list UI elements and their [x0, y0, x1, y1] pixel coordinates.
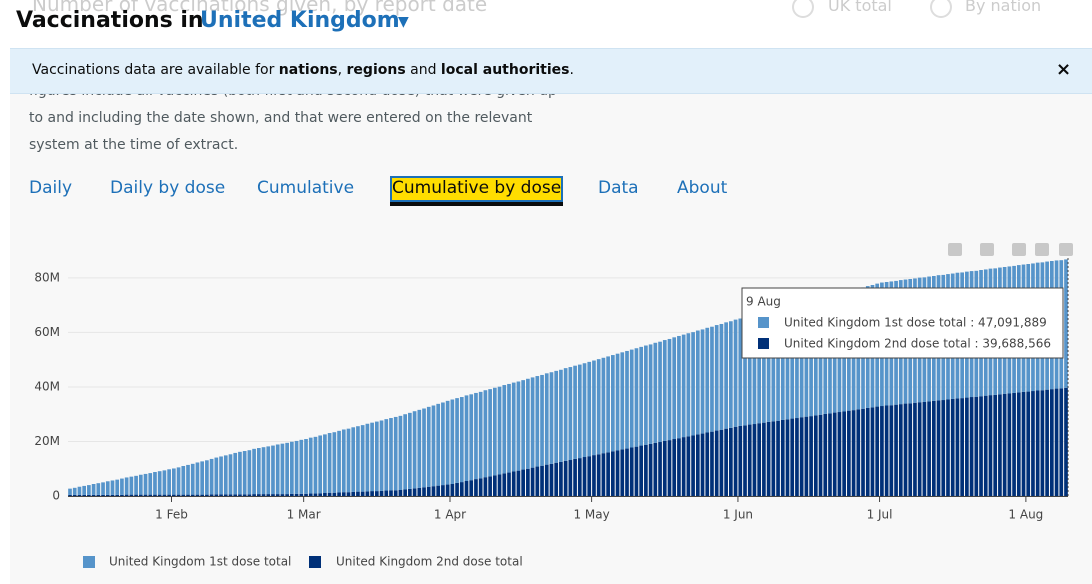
radio[interactable]: [930, 0, 952, 18]
header-bar: Number of vaccinations given, by report …: [0, 0, 1092, 50]
tab[interactable]: Daily: [29, 178, 73, 198]
tab[interactable]: Cumulative by dose: [390, 176, 564, 206]
radio-label[interactable]: By nation: [965, 0, 1042, 15]
banner-part: local authorities: [440, 62, 570, 78]
description-line: to and including the date shown, and tha…: [29, 110, 533, 126]
description-line: system at the time of extract.: [29, 137, 239, 153]
banner-part: .: [569, 62, 574, 78]
tab[interactable]: Data: [598, 178, 639, 198]
banner: Vaccinations data are available for nati…: [10, 48, 1092, 94]
page-title: Vaccinations in: [16, 8, 204, 33]
dropdown-arrow[interactable]: ▼: [398, 14, 409, 30]
radio[interactable]: [792, 0, 814, 18]
banner-part: and: [405, 62, 441, 78]
behind-title: Number of vaccinations given, by report …: [32, 0, 488, 16]
close-button[interactable]: ×: [1056, 59, 1072, 80]
banner-text: Vaccinations data are available for nati…: [32, 62, 574, 78]
banner-part: nations: [278, 62, 338, 78]
tab[interactable]: Daily by dose: [110, 178, 226, 198]
location-select[interactable]: United Kingdom: [200, 8, 400, 33]
banner-part: Vaccinations data are available for: [32, 62, 279, 78]
banner-part: regions: [346, 62, 406, 78]
tab[interactable]: Cumulative: [257, 178, 355, 198]
banner-part: ,: [337, 62, 347, 78]
tab[interactable]: About: [677, 178, 728, 198]
radio-label[interactable]: UK total: [828, 0, 892, 15]
